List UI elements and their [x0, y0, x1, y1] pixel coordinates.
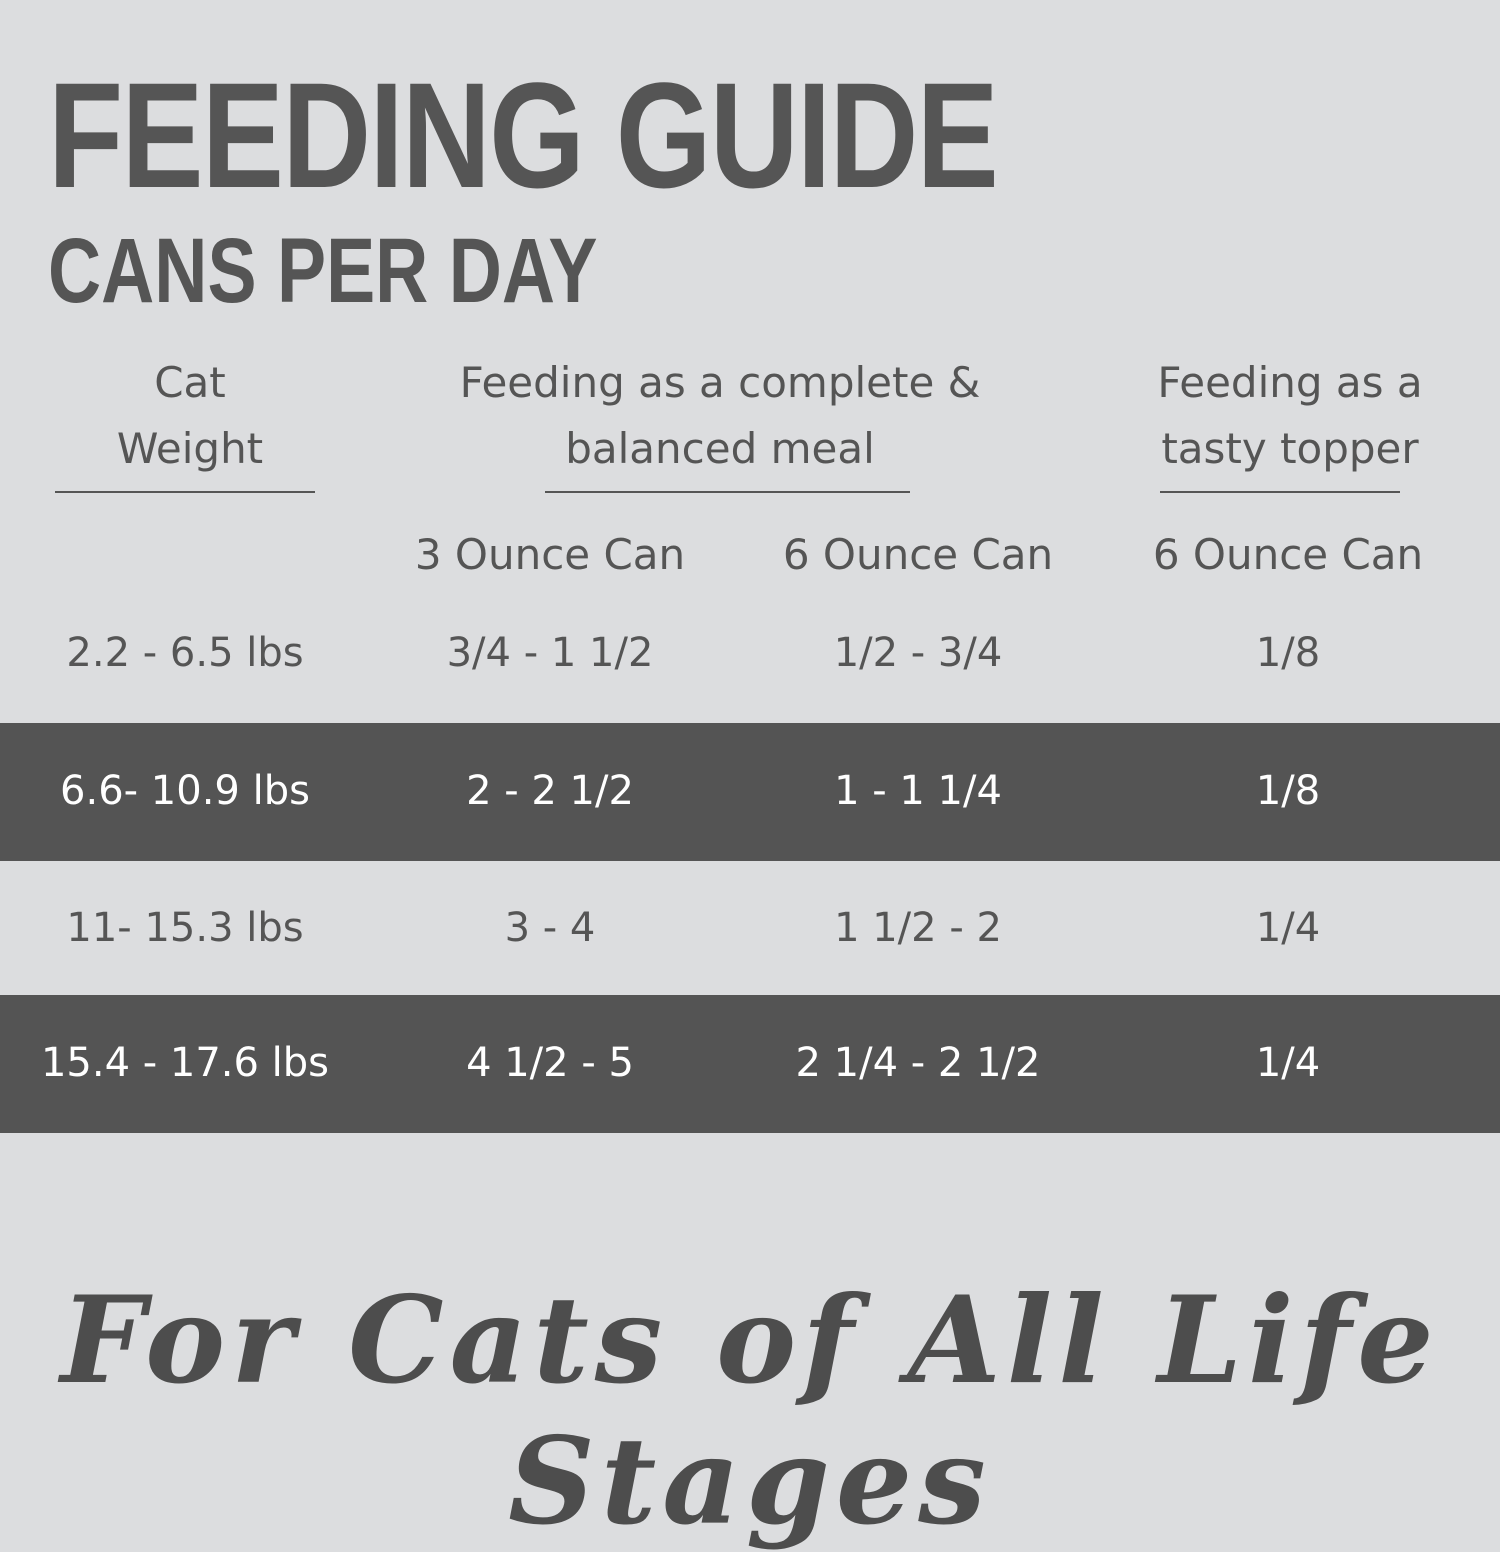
- table-cell: 1/8: [1255, 768, 1321, 814]
- row-band: [0, 723, 1500, 861]
- title: FEEDING GUIDE: [48, 51, 999, 219]
- tagline: For Cats of All Life Stages: [60, 1270, 1440, 1552]
- table-cell: 2.2 - 6.5 lbs: [66, 630, 304, 676]
- table-cell: 2 1/4 - 2 1/2: [795, 1040, 1041, 1086]
- row-band: [0, 995, 1500, 1133]
- group-header: Feeding as a complete & balanced meal: [459, 358, 981, 473]
- table-cell: 3 - 4: [504, 905, 596, 951]
- group-header: Cat Weight: [116, 358, 264, 473]
- group-header: Feeding as a tasty topper: [1157, 358, 1423, 473]
- table-cell: 1/2 - 3/4: [833, 630, 1003, 676]
- table-cell: 11- 15.3 lbs: [66, 905, 304, 951]
- table-cell: 3/4 - 1 1/2: [446, 630, 654, 676]
- table-cell: 6.6- 10.9 lbs: [60, 768, 310, 814]
- table-cell: 2 - 2 1/2: [466, 768, 634, 814]
- table-cell: 1 1/2 - 2: [834, 905, 1002, 951]
- table-cell: 1/8: [1255, 630, 1321, 676]
- table-cell: 4 1/2 - 5: [466, 1040, 634, 1086]
- subtitle: CANS PER DAY: [48, 220, 598, 322]
- page: FEEDING GUIDE CANS PER DAY Cat Weight Fe…: [0, 51, 1500, 1552]
- rule: [545, 491, 910, 493]
- sub-header: 6 Ounce Can: [782, 530, 1054, 579]
- sub-header: 6 Ounce Can: [1152, 530, 1424, 579]
- table-cell: 1/4: [1255, 1040, 1321, 1086]
- rule: [1160, 491, 1400, 493]
- rule: [55, 491, 315, 493]
- sub-header: 3 Ounce Can: [414, 530, 686, 579]
- table-cell: 15.4 - 17.6 lbs: [40, 1040, 330, 1086]
- table-cell: 1/4: [1255, 905, 1321, 951]
- table-cell: 1 - 1 1/4: [834, 768, 1002, 814]
